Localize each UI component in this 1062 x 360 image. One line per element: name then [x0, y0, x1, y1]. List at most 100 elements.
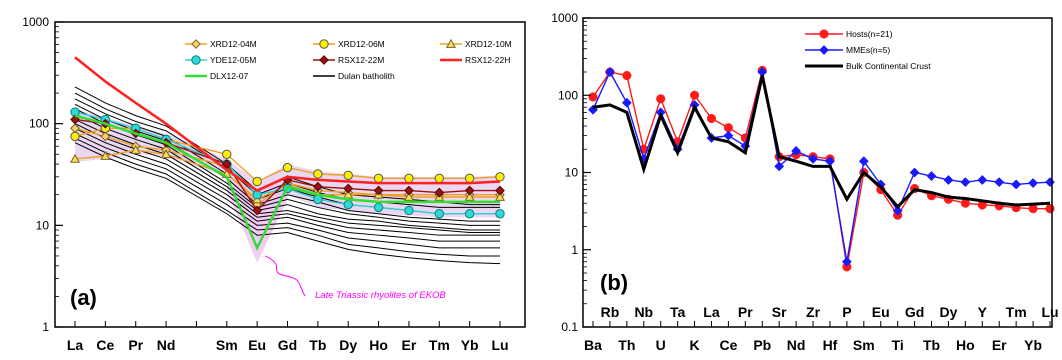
- series-point-yde12-05m: [434, 209, 444, 219]
- mmes-point: [841, 256, 852, 267]
- x-tick-label: Eu: [248, 337, 266, 353]
- series-point-rsx12-22m: [252, 205, 263, 216]
- mmes-point: [723, 130, 734, 141]
- x-tick-label-top: Dy: [939, 304, 957, 320]
- series-point-xrd12-06m: [404, 173, 414, 184]
- x-tick-label-bottom: Ti: [892, 337, 904, 353]
- x-tick-label-bottom: Pb: [753, 337, 771, 353]
- x-tick-label-bottom: Hf: [823, 337, 838, 353]
- series-point-yde12-05m: [373, 202, 384, 213]
- series-point-xrd12-10m: [494, 191, 506, 201]
- panel-a-series: [69, 56, 506, 265]
- series-point-xrd12-06m: [252, 176, 262, 187]
- hosts-point: [622, 70, 632, 81]
- series-point-rsx12-22m: [343, 183, 354, 194]
- series-point-xrd12-10m: [403, 191, 414, 201]
- mmes-point: [960, 177, 971, 188]
- series-point-xrd12-10m: [130, 144, 141, 154]
- mmes-point: [1028, 178, 1038, 188]
- legend-label: XRD12-04M: [210, 39, 257, 49]
- mmes-point: [1011, 179, 1022, 190]
- series-point-xrd12-06m: [434, 173, 444, 184]
- x-tick-label-top: P: [842, 304, 851, 320]
- x-tick-label-bottom: K: [689, 337, 699, 353]
- series-point-xrd12-06m: [282, 162, 293, 173]
- x-tick-label-bottom: Sm: [853, 337, 875, 353]
- series-line-rsx12-22h: [74, 56, 501, 192]
- x-tick-label-top: Y: [978, 304, 988, 320]
- x-tick-label-top: Gd: [905, 304, 924, 320]
- dulan-line: [74, 142, 501, 265]
- mmes-point: [1045, 177, 1055, 188]
- x-tick-label: Nd: [157, 337, 176, 353]
- y-tick-label: 1000: [551, 11, 578, 25]
- dulan-line: [74, 103, 500, 222]
- x-tick-label: Pr: [128, 337, 143, 353]
- x-tick-label: Ho: [369, 337, 388, 353]
- hosts-point: [588, 92, 598, 102]
- x-tick-label-top: La: [703, 304, 720, 320]
- mmes-point: [892, 205, 903, 216]
- legend-label: Bulk Continental Crust: [846, 61, 931, 71]
- x-tick-label: Lu: [491, 337, 508, 353]
- panel-a: 1 10 100 1000 La Ce Pr Nd Sm Eu Gd Tb Dy Ho Er Tm Yb Lu X…: [22, 15, 526, 353]
- series-line-yde12-05m: [74, 111, 500, 215]
- panel-a-label: (a): [70, 285, 97, 310]
- panel-b-series: [588, 65, 1055, 272]
- y-tick-label: 100: [29, 117, 49, 131]
- x-tick-label-bottom: Nd: [787, 337, 806, 353]
- series-point-xrd12-10m: [100, 150, 111, 160]
- x-tick-label-top: Eu: [872, 304, 890, 320]
- x-tick-label: Dy: [339, 337, 357, 353]
- mmes-point: [926, 171, 937, 181]
- series-point-xrd12-06m: [222, 149, 232, 159]
- series-point-xrd12-06m: [373, 173, 384, 184]
- series-point-xrd12-06m: [495, 172, 505, 182]
- dulan-line: [74, 113, 500, 231]
- series-point-xrd12-10m: [343, 189, 354, 199]
- hosts-point: [1045, 204, 1055, 214]
- y-tick-label: 1: [571, 243, 578, 257]
- legend-label: Hosts(n=21): [846, 29, 893, 39]
- hosts-point: [723, 123, 733, 133]
- legend-marker: [319, 39, 329, 49]
- panel-a-axes: 1 10 100 1000 La Ce Pr Nd Sm Eu Gd Tb Dy Ho Er Tm Yb Lu: [22, 15, 526, 353]
- dulan-line: [74, 127, 500, 242]
- mmes-point: [621, 97, 632, 108]
- legend-label: XRD12-10M: [465, 39, 512, 49]
- x-tick-label-bottom: Ho: [956, 337, 975, 353]
- y-tick-label: 1: [42, 320, 49, 334]
- mmes-point: [977, 175, 988, 185]
- hosts-point: [706, 113, 717, 124]
- legend-label: Dulan batholith: [338, 71, 395, 81]
- legend-label: YDE12-05M: [210, 55, 256, 65]
- mmes-point: [808, 153, 818, 164]
- series-point-xrd12-06m: [343, 170, 353, 181]
- series-point-xrd12-06m: [313, 169, 323, 179]
- panel-b-label: (b): [600, 270, 628, 295]
- series-line-0: [592, 70, 1050, 268]
- x-tick-label-top: Lu: [1041, 304, 1058, 320]
- legend-label: MMEs(n=5): [846, 45, 890, 55]
- series-point-xrd12-06m: [464, 173, 475, 184]
- x-tick-label-bottom: Tb: [923, 337, 940, 353]
- mmes-point: [791, 146, 802, 156]
- series-point-rsx12-22m: [70, 114, 80, 125]
- x-tick-label-top: Nb: [634, 304, 653, 320]
- series-point-xrd12-10m: [69, 153, 81, 163]
- y-tick-label: 100: [558, 88, 578, 102]
- mmes-point: [943, 175, 954, 185]
- x-tick-label: Tm: [429, 337, 450, 353]
- x-tick-label-top: Pr: [738, 304, 753, 320]
- legend-marker: [445, 38, 457, 48]
- y-tick-label: 1000: [22, 15, 49, 29]
- legend-marker: [319, 55, 329, 65]
- legend-marker: [819, 29, 829, 39]
- panel-b: 0.1 1 10 100 1000 Ba Th U K Ce Pb Nd Hf Sm Ti Tb Ho Er Yb R…: [551, 11, 1058, 353]
- legend-label: XRD12-06M: [338, 39, 385, 49]
- x-tick-label: Gd: [278, 337, 297, 353]
- x-tick-label-top: Zr: [806, 304, 821, 320]
- hosts-point: [656, 94, 666, 104]
- x-tick-label-bottom: U: [656, 337, 666, 353]
